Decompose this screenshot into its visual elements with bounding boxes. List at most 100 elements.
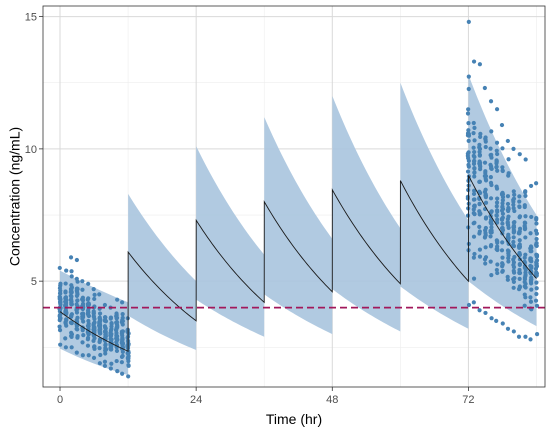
observation-point	[488, 259, 493, 264]
observation-point	[68, 287, 74, 292]
observation-point	[522, 303, 527, 308]
observation-point	[483, 216, 489, 221]
observation-point	[506, 214, 511, 219]
observation-point	[471, 131, 476, 136]
observation-point	[126, 374, 131, 379]
observation-point	[534, 254, 540, 259]
observation-point	[488, 244, 494, 249]
observation-point	[534, 331, 540, 337]
observation-point	[102, 318, 107, 323]
observation-point	[85, 311, 91, 316]
y-axis-title: Concentration (ng/mL)	[7, 127, 23, 266]
observation-point	[466, 302, 472, 308]
observation-point	[85, 301, 90, 307]
observation-point	[114, 320, 120, 325]
observation-point	[126, 331, 131, 336]
prediction-interval-band	[60, 74, 537, 376]
observation-point	[511, 197, 516, 203]
observation-point	[505, 138, 510, 144]
observation-point	[64, 268, 69, 273]
observation-point	[81, 319, 86, 324]
observation-point	[58, 342, 63, 347]
observation-point	[489, 273, 494, 278]
observation-point	[483, 144, 488, 150]
observation-point	[120, 319, 125, 324]
observation-point	[64, 323, 69, 328]
observation-point	[511, 202, 516, 207]
observation-point	[472, 149, 477, 155]
observation-point	[74, 320, 79, 325]
observation-point	[489, 316, 494, 321]
observation-point	[500, 198, 505, 203]
observation-point	[500, 146, 505, 151]
observation-point	[466, 107, 471, 112]
observation-point	[102, 359, 108, 364]
observation-point	[472, 251, 477, 257]
observation-point	[478, 211, 483, 216]
observation-point	[511, 243, 517, 249]
observation-point	[483, 178, 489, 183]
observation-point	[495, 209, 500, 214]
y-axis: 5 10 15	[25, 12, 43, 288]
observation-point	[512, 219, 517, 225]
observation-point	[511, 235, 516, 240]
observation-point	[506, 157, 511, 162]
x-tick-label: 0	[57, 394, 63, 406]
observation-point	[483, 173, 489, 179]
y-tick-label: 10	[25, 144, 37, 156]
observation-point	[483, 261, 488, 266]
observation-point	[80, 328, 85, 333]
observation-point	[523, 334, 528, 339]
observation-point	[98, 331, 103, 336]
observation-point	[482, 160, 488, 165]
observation-point	[102, 363, 108, 368]
observation-point	[499, 248, 505, 253]
observation-point	[478, 131, 483, 136]
observation-point	[466, 138, 471, 144]
observation-point	[516, 334, 522, 339]
observation-point	[63, 281, 68, 286]
observation-point	[500, 262, 505, 267]
observation-point	[69, 334, 74, 339]
observation-point	[499, 216, 505, 221]
observation-point	[69, 320, 74, 325]
observation-point	[466, 150, 471, 155]
observation-point	[63, 300, 69, 306]
observation-point	[488, 162, 493, 167]
observation-point	[85, 297, 90, 302]
observation-point	[74, 257, 79, 263]
observation-point	[523, 157, 528, 162]
observation-point	[534, 272, 539, 277]
observation-point	[528, 263, 533, 269]
observation-point	[523, 281, 528, 287]
observation-point	[57, 265, 62, 271]
observation-point	[477, 162, 482, 167]
observation-point	[477, 149, 482, 154]
observation-point	[58, 315, 63, 321]
observation-point	[494, 186, 500, 191]
observation-point	[472, 188, 477, 193]
observation-point	[81, 333, 86, 338]
observation-point	[523, 214, 528, 219]
observation-point	[494, 107, 500, 112]
observation-point	[505, 274, 510, 279]
observation-point	[483, 310, 488, 316]
observation-point	[120, 300, 125, 305]
observation-point	[115, 325, 120, 330]
observation-point	[511, 146, 516, 151]
observation-point	[471, 255, 476, 260]
observation-point	[482, 85, 487, 91]
observation-point	[494, 267, 499, 273]
observation-point	[74, 302, 79, 307]
observation-point	[465, 169, 471, 174]
observation-point	[108, 315, 114, 320]
observation-point	[528, 337, 533, 342]
observation-point	[534, 181, 539, 186]
observation-point	[86, 353, 91, 358]
observation-point	[483, 245, 488, 250]
observation-point	[465, 196, 470, 201]
observation-point	[471, 145, 476, 150]
y-tick-label: 5	[31, 276, 37, 288]
observation-point	[483, 228, 488, 233]
